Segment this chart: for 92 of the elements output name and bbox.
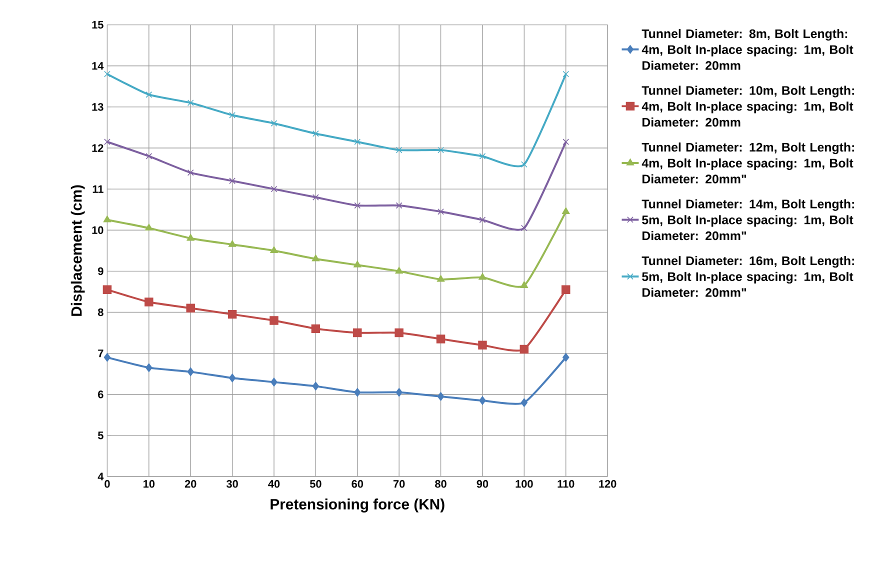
x-tick-label: 110 (558, 480, 574, 488)
point (104, 70, 110, 78)
point (479, 396, 486, 405)
point (228, 310, 237, 319)
point (146, 153, 152, 160)
point (562, 70, 570, 78)
point (394, 328, 404, 338)
point (562, 207, 570, 214)
point (187, 170, 194, 176)
x-axis-title: Pretensioning force (KN) (270, 498, 444, 513)
x-tick-label: 80 (435, 480, 446, 488)
legend-label: Tunnel Diameter: 12m, Bolt Length: 4m, Bolt In-place spacing: 1m, Bolt Diameter: 20mm" (642, 142, 854, 184)
legend-label: Tunnel Diameter: 8m, Bolt Length: 4m, Bolt In-place spacing: 1m, Bolt Diameter: 20mm (642, 29, 854, 70)
y-tick-label: 11 (92, 185, 104, 193)
point (146, 91, 152, 98)
point (438, 146, 444, 154)
point (229, 178, 236, 184)
point (187, 368, 194, 376)
point (562, 353, 570, 362)
y-tick-label: 9 (98, 267, 104, 276)
x-tick-label: 20 (184, 480, 196, 488)
point (270, 378, 278, 387)
y-tick-label: 5 (98, 432, 104, 440)
point (228, 374, 236, 382)
point (228, 240, 236, 247)
y-tick-label: 6 (98, 390, 104, 398)
point (520, 281, 528, 288)
point (104, 138, 110, 146)
point (396, 388, 402, 397)
point (186, 304, 195, 313)
x-tick-label: 120 (599, 480, 616, 488)
y-tick-label: 14 (92, 62, 104, 70)
x-tick-label: 100 (516, 480, 533, 488)
point (354, 388, 361, 397)
x-tick-label: 30 (226, 480, 238, 488)
y-tick-label: 7 (98, 350, 104, 358)
point (270, 316, 278, 325)
point (146, 363, 152, 372)
point (186, 234, 194, 241)
y-tick-label: 8 (98, 308, 104, 316)
legend-label: Tunnel Diameter: 10m, Bolt Length: 4m, Bolt In-place spacing: 1m, Bolt Diameter: 20mm (642, 86, 854, 127)
point (396, 146, 402, 154)
point (562, 138, 570, 146)
legend-label: Tunnel Diameter: 16m, Bolt Length: 5m, Bolt In-place spacing: 1m, Bolt Diameter: 20mm" (642, 256, 854, 298)
point (520, 224, 528, 232)
point (478, 273, 486, 280)
point (270, 120, 278, 127)
point (520, 344, 529, 354)
point (396, 202, 402, 209)
x-tick-label: 10 (144, 480, 155, 488)
x-tick-label: 50 (310, 480, 322, 488)
x-tick-label: 90 (476, 480, 488, 488)
y-tick-label: 4 (98, 472, 104, 480)
point (312, 254, 320, 262)
point (270, 246, 278, 254)
y-tick-label: 13 (92, 103, 104, 111)
point (520, 161, 528, 168)
y-tick-label: 15 (92, 21, 104, 29)
point (144, 298, 154, 306)
point (312, 382, 320, 391)
point (187, 100, 194, 106)
point (354, 138, 361, 146)
point (312, 194, 319, 201)
point (103, 216, 112, 222)
point (562, 285, 570, 294)
point (438, 208, 444, 215)
point (270, 186, 278, 192)
x-tick-label: 40 (268, 480, 280, 488)
point (436, 275, 445, 282)
y-tick-label: 12 (92, 144, 104, 152)
x-tick-label: 0 (104, 480, 110, 488)
point (520, 398, 528, 408)
point (104, 353, 111, 362)
point (479, 216, 486, 224)
y-axis-title: Displacement (cm) (70, 185, 85, 316)
point (395, 266, 403, 274)
legend-label: Tunnel Diameter: 14m, Bolt Length: 5m, Bolt In-place spacing: 1m, Bolt Diameter: 20mm" (642, 199, 854, 240)
x-tick-label: 60 (352, 480, 364, 488)
point (437, 392, 444, 401)
x-tick-label: 70 (393, 480, 405, 488)
point (479, 153, 486, 160)
point (102, 285, 112, 294)
point (354, 202, 361, 209)
point (311, 324, 320, 334)
point (436, 334, 446, 344)
point (145, 224, 153, 231)
point (478, 340, 487, 350)
y-tick-label: 10 (92, 226, 104, 234)
point (312, 130, 319, 137)
point (354, 260, 362, 268)
point (229, 112, 236, 118)
point (353, 328, 362, 338)
